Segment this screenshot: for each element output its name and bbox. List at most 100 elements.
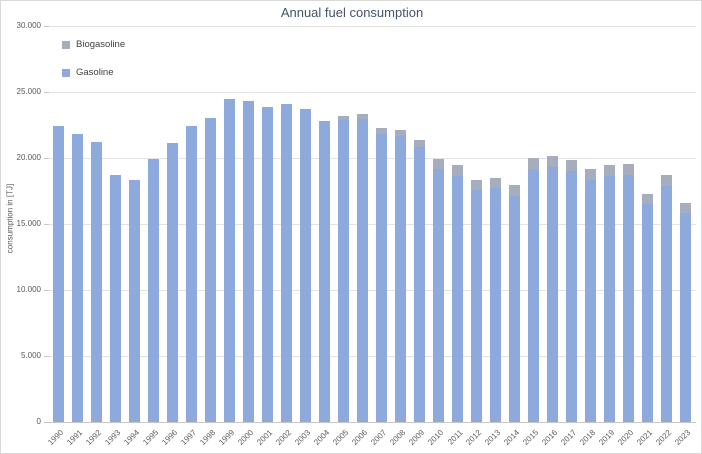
bar-segment-gasoline-2013	[489, 188, 501, 422]
gridline	[49, 290, 696, 291]
bar-segment-biogasoline-2008	[394, 129, 406, 136]
x-tick-label-1990: 1990	[46, 428, 66, 447]
bar-segment-biogasoline-2019	[603, 165, 615, 176]
bar-segment-gasoline-1996	[166, 142, 178, 422]
bar-segment-gasoline-2007	[375, 134, 387, 422]
y-tick-mark	[44, 356, 49, 357]
x-tick-label-2001: 2001	[255, 428, 275, 447]
x-tick-label-1994: 1994	[122, 428, 142, 447]
gridline	[49, 158, 696, 159]
bar-segment-gasoline-2023	[679, 212, 691, 422]
bar-segment-biogasoline-2007	[375, 128, 387, 135]
x-tick-label-1996: 1996	[160, 428, 180, 447]
x-tick-label-2014: 2014	[502, 428, 522, 447]
bar-segment-gasoline-2010	[432, 169, 444, 422]
gridline	[49, 224, 696, 225]
bar-2021	[641, 194, 653, 422]
x-tick-label-2019: 2019	[597, 428, 617, 447]
bar-segment-gasoline-2002	[280, 103, 292, 422]
x-tick-label-2000: 2000	[236, 428, 256, 447]
x-tick-label-1991: 1991	[65, 428, 85, 447]
y-tick-label: 20.000	[16, 153, 41, 162]
bar-2017	[565, 159, 577, 422]
bar-2002	[280, 103, 292, 422]
x-tick-label-2022: 2022	[654, 428, 674, 447]
x-tick-label-2002: 2002	[274, 428, 294, 447]
x-tick-label-2021: 2021	[635, 428, 655, 447]
x-tick-label-1995: 1995	[141, 428, 161, 447]
bar-segment-gasoline-2000	[242, 101, 254, 422]
bar-2010	[432, 159, 444, 422]
legend: Biogasoline Gasoline	[62, 39, 125, 95]
y-tick-mark	[44, 422, 49, 423]
bar-1991	[71, 133, 83, 422]
bar-2008	[394, 129, 406, 422]
bar-2007	[375, 128, 387, 422]
bar-2014	[508, 185, 520, 422]
bar-segment-gasoline-2018	[584, 179, 596, 422]
bar-segment-gasoline-2011	[451, 175, 463, 422]
bar-segment-gasoline-2005	[337, 119, 349, 422]
bar-segment-biogasoline-2014	[508, 185, 520, 196]
bar-segment-gasoline-2021	[641, 203, 653, 422]
gridline	[49, 26, 696, 27]
bar-segment-biogasoline-2020	[622, 164, 634, 176]
y-tick-label: 30.000	[16, 21, 41, 30]
x-tick-label-2006: 2006	[350, 428, 370, 447]
bar-segment-biogasoline-2016	[546, 156, 558, 168]
bar-segment-biogasoline-2009	[413, 140, 425, 148]
bar-segment-biogasoline-2012	[470, 179, 482, 191]
x-tick-label-2013: 2013	[483, 428, 503, 447]
bar-segment-biogasoline-2013	[489, 177, 501, 189]
bar-2018	[584, 169, 596, 422]
bar-segment-gasoline-2014	[508, 195, 520, 422]
x-tick-label-2023: 2023	[673, 428, 693, 447]
bar-2020	[622, 164, 634, 422]
bar-2022	[660, 174, 672, 423]
bar-segment-gasoline-2009	[413, 147, 425, 422]
y-axis-title: consumption in [TJ]	[5, 183, 15, 254]
x-tick-label-1999: 1999	[217, 428, 237, 447]
bar-segment-biogasoline-2010	[432, 159, 444, 170]
bar-segment-gasoline-2004	[318, 121, 330, 422]
bar-segment-gasoline-1993	[109, 175, 121, 422]
bar-1992	[90, 142, 102, 422]
bar-segment-gasoline-2019	[603, 175, 615, 422]
bar-2000	[242, 101, 254, 422]
x-tick-label-2016: 2016	[540, 428, 560, 447]
bar-segment-biogasoline-2017	[565, 159, 577, 172]
bar-segment-biogasoline-2006	[356, 113, 368, 120]
bar-segment-gasoline-2016	[546, 167, 558, 422]
bar-segment-gasoline-2008	[394, 135, 406, 422]
x-tick-label-2010: 2010	[426, 428, 446, 447]
bar-segment-biogasoline-2015	[527, 157, 539, 169]
bar-segment-gasoline-1994	[128, 179, 140, 422]
biogasoline-legend-marker-icon	[62, 40, 70, 49]
bar-1999	[223, 98, 235, 422]
bar-segment-gasoline-1998	[204, 117, 216, 422]
y-tick-label: 5.000	[20, 351, 41, 360]
bar-segment-biogasoline-2011	[451, 165, 463, 176]
x-tick-label-2005: 2005	[331, 428, 351, 447]
bar-segment-gasoline-2020	[622, 175, 634, 422]
x-tick-label-2012: 2012	[464, 428, 484, 447]
x-tick-label-2015: 2015	[521, 428, 541, 447]
bar-segment-gasoline-2015	[527, 168, 539, 422]
y-tick-mark	[44, 26, 49, 27]
bar-segment-gasoline-2006	[356, 119, 368, 422]
bar-2005	[337, 115, 349, 422]
bar-segment-gasoline-1999	[223, 98, 235, 422]
bar-1996	[166, 142, 178, 422]
x-tick-label-2003: 2003	[293, 428, 313, 447]
x-tick-label-2020: 2020	[616, 428, 636, 447]
y-tick-mark	[44, 158, 49, 159]
gridline	[49, 356, 696, 357]
x-tick-label-2008: 2008	[388, 428, 408, 447]
y-tick-label: 0	[36, 417, 41, 426]
bar-2015	[527, 157, 539, 422]
x-tick-label-2018: 2018	[578, 428, 598, 447]
legend-label-gasoline: Gasoline	[76, 67, 114, 78]
gasoline-legend-marker-icon	[62, 68, 70, 77]
x-tick-label-2009: 2009	[407, 428, 427, 447]
